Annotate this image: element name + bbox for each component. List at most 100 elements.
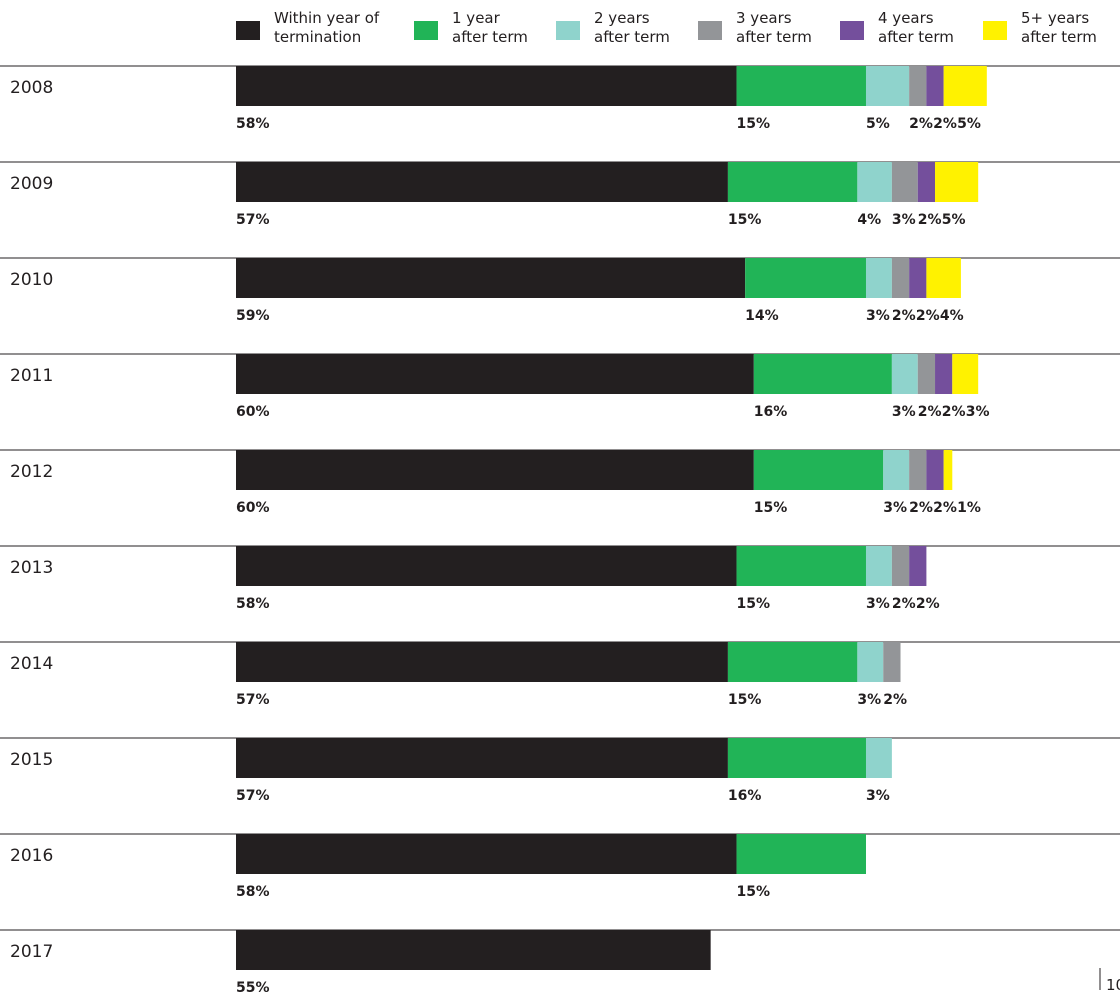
legend-swatch [840,21,864,40]
row-2009: 2009 57% 15% 4% 3% 2% 5% [0,161,1120,228]
legend-label: 1 year [452,9,501,27]
bar-segment [952,354,979,394]
bar-segment [926,66,944,106]
bar-segment [935,162,979,202]
bar-segment [926,450,944,490]
bar-segment [736,546,866,586]
bar-segment [909,66,927,106]
value-label: 3% [883,500,907,516]
bar-segment [857,162,892,202]
value-label: 57% [236,692,270,708]
bar-segment [891,162,918,202]
value-label: 15% [737,596,771,612]
value-label: 55% [236,980,270,993]
bar-segment [926,258,961,298]
bar-segment [917,354,936,394]
value-label: 2% [918,212,942,228]
value-label: 3% [857,692,881,708]
bar-segment [891,546,910,586]
row-2017: 2017 55% [0,929,1120,993]
value-label: 3% [866,788,890,804]
bar-segment [935,354,953,394]
value-label: 2% [918,404,942,420]
value-label: 57% [236,788,270,804]
value-label: 58% [236,884,270,900]
value-label: 3% [866,308,890,324]
value-label: 5% [942,212,966,228]
bar-segment [753,450,884,490]
value-label: 3% [966,404,990,420]
legend-swatch [414,21,438,40]
bar-segment [236,642,728,682]
bar-segment [943,450,953,490]
year-label: 2016 [10,846,53,866]
value-label: 16% [728,788,762,804]
bar-segment [236,834,737,874]
year-label: 2012 [10,462,53,482]
value-label: 2% [909,500,933,516]
value-label: 2% [883,692,907,708]
value-label: 14% [745,308,779,324]
bar-segment [236,258,746,298]
value-label: 58% [236,596,270,612]
legend-label: after term [452,28,528,46]
year-label: 2017 [10,942,53,962]
legend-label: 2 years [594,9,650,27]
value-label: 57% [236,212,270,228]
bar-segment [236,930,711,970]
legend-label: Within year of [274,9,380,27]
bar-segment [891,258,910,298]
year-label: 2013 [10,558,53,578]
bar-segment [891,354,918,394]
value-label: 15% [754,500,788,516]
year-label: 2015 [10,750,53,770]
bar-segment [943,66,987,106]
year-label: 2011 [10,366,53,386]
value-label: 2% [916,308,940,324]
bar-segment [865,66,910,106]
value-label: 2% [933,116,957,132]
value-label: 4% [940,308,964,324]
legend-swatch [236,21,260,40]
bar-segment [909,546,927,586]
legend-swatch [556,21,580,40]
value-label: 16% [754,404,788,420]
value-label: 15% [737,116,771,132]
bar-segment [909,258,927,298]
value-label: 60% [236,500,270,516]
bar-segment [236,738,728,778]
bar-segment [917,162,936,202]
legend-label: termination [274,28,361,46]
bar-segment [753,354,892,394]
bar-segment [727,162,858,202]
bar-segment [865,546,892,586]
legend-label: 4 years [878,9,934,27]
year-label: 2008 [10,78,53,98]
value-label: 2% [916,596,940,612]
value-label: 1% [957,500,981,516]
bar-segment [909,450,927,490]
row-2016: 2016 58% 15% [0,833,1120,900]
value-label: 60% [236,404,270,420]
bar-segment [236,354,754,394]
bar-segment [236,162,728,202]
bar-segment [865,738,892,778]
value-label: 3% [866,596,890,612]
value-label: 4% [857,212,881,228]
bar-segment [857,642,884,682]
value-label: 2% [892,596,916,612]
legend-swatch [983,21,1007,40]
